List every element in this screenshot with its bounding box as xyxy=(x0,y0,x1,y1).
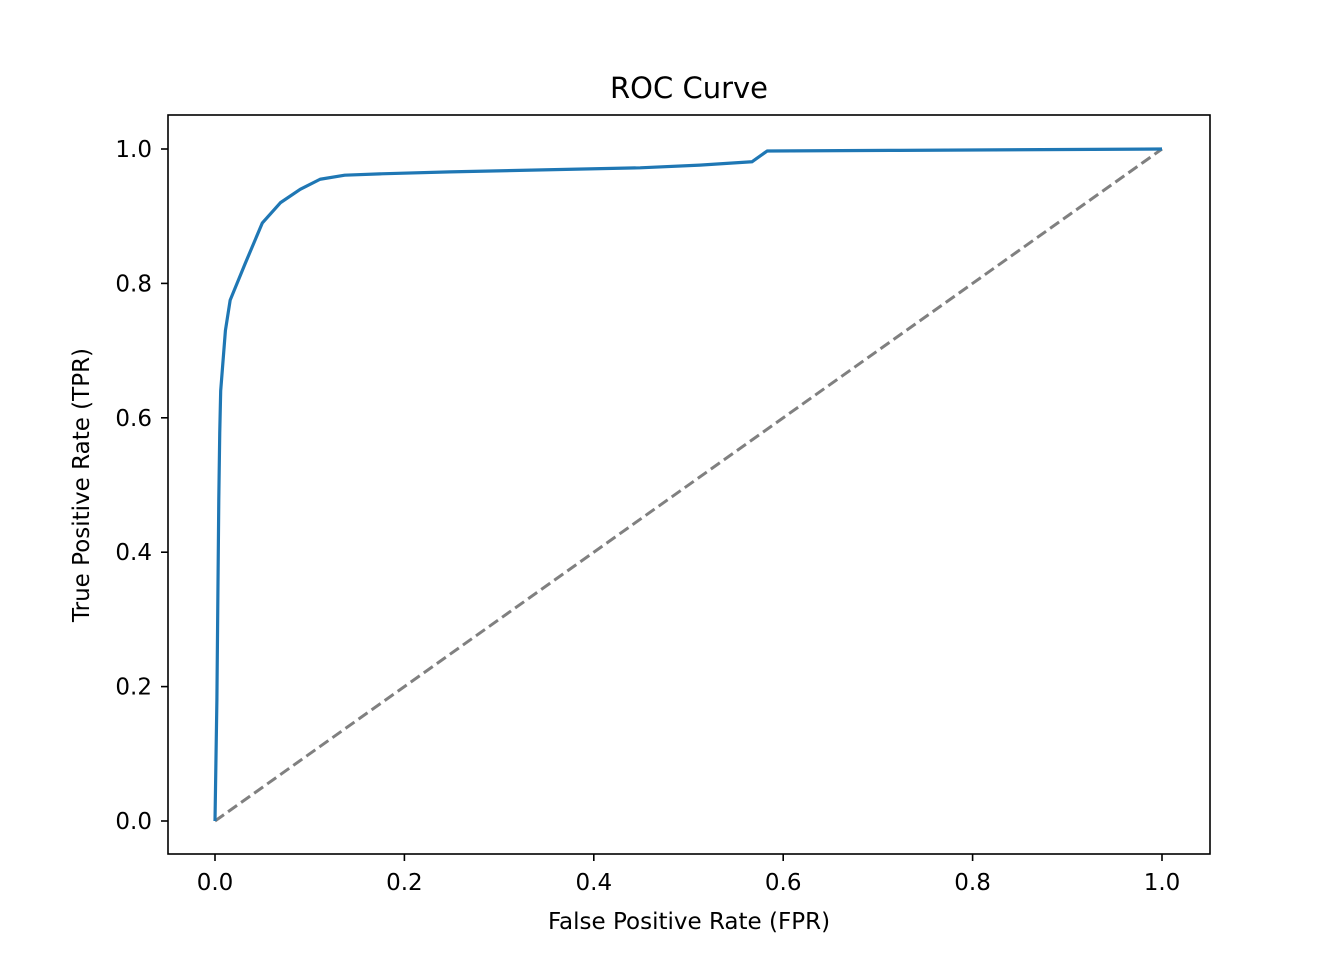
y-tick-label: 0.8 xyxy=(115,271,152,297)
x-axis-label: False Positive Rate (FPR) xyxy=(548,909,830,935)
x-tick-label: 0.0 xyxy=(197,870,234,896)
chart-title: ROC Curve xyxy=(610,71,768,105)
x-tick-label: 0.8 xyxy=(954,870,991,896)
y-axis-label: True Positive Rate (TPR) xyxy=(69,348,95,623)
roc-curve-line xyxy=(213,147,1163,822)
random-baseline-line xyxy=(214,147,1163,823)
y-tick-label: 0.2 xyxy=(115,675,152,701)
x-tick-label: 0.4 xyxy=(576,870,613,896)
x-tick-label: 0.2 xyxy=(386,870,423,896)
y-tick-label: 1.0 xyxy=(115,137,152,163)
y-tick-label: 0.0 xyxy=(115,809,152,835)
x-tick-label: 1.0 xyxy=(1144,870,1181,896)
x-tick-label: 0.6 xyxy=(765,870,802,896)
y-tick-label: 0.6 xyxy=(115,406,152,432)
plot-frame xyxy=(167,114,1211,855)
y-tick-label: 0.4 xyxy=(115,540,152,566)
